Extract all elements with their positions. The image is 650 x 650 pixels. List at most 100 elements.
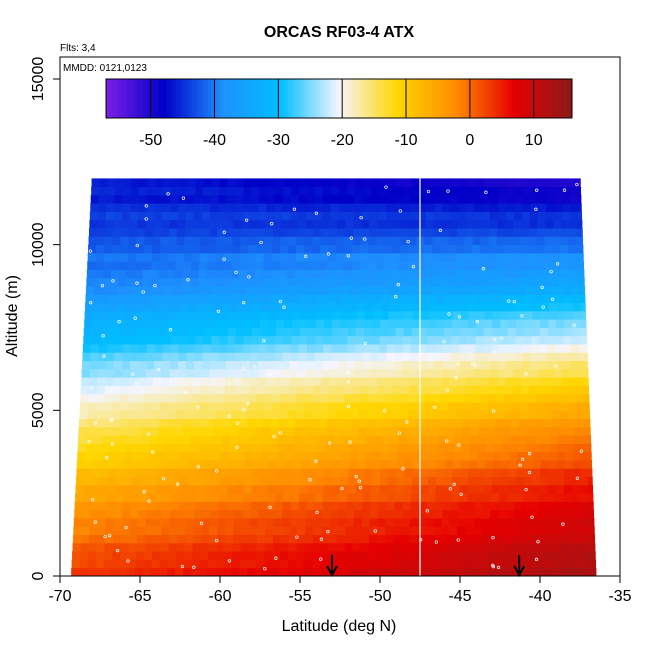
heatmap-cell — [194, 501, 204, 511]
sample-point — [235, 421, 239, 425]
heatmap-cell — [492, 468, 501, 477]
heatmap-cell — [487, 418, 496, 428]
sample-point — [541, 305, 545, 309]
sample-point — [327, 441, 332, 445]
heatmap-cell — [79, 567, 88, 577]
heatmap-cell — [545, 219, 554, 229]
sample-point — [524, 487, 528, 492]
heatmap-cell — [221, 286, 231, 295]
heatmap-cell — [206, 426, 215, 436]
heatmap-cell — [198, 426, 207, 436]
heatmap-cell — [83, 327, 93, 337]
heatmap-cell — [592, 534, 596, 544]
heatmap-cell — [431, 567, 440, 577]
heatmap-cell — [340, 319, 349, 328]
colorbar-segment — [227, 79, 231, 118]
heatmap-cell — [579, 178, 581, 188]
heatmap-cell — [492, 460, 502, 469]
heatmap-cell — [493, 286, 503, 295]
heatmap-cell — [145, 211, 155, 221]
heatmap-cell — [338, 194, 348, 204]
heatmap-cell — [397, 302, 406, 312]
heatmap-cell — [381, 302, 390, 312]
heatmap-cell — [415, 418, 424, 428]
heatmap-cell — [143, 418, 152, 428]
heatmap-cell — [519, 418, 528, 428]
heatmap-cell — [407, 261, 416, 270]
heatmap-cell — [514, 203, 523, 212]
heatmap-cell — [392, 534, 402, 544]
heatmap-cell — [503, 261, 512, 270]
heatmap-cell — [434, 360, 443, 370]
heatmap-cell — [85, 286, 95, 295]
heatmap-cell — [273, 377, 282, 386]
heatmap-cell — [428, 460, 438, 469]
heatmap-cell — [248, 385, 258, 395]
heatmap-cell — [490, 344, 500, 353]
heatmap-cell — [576, 393, 585, 403]
sample-point — [518, 463, 522, 467]
heatmap-cell — [89, 526, 98, 535]
colorbar-segment — [141, 79, 145, 118]
heatmap-cell — [432, 534, 442, 544]
heatmap-cell — [241, 518, 251, 527]
heatmap-cell — [212, 310, 222, 320]
heatmap-cell — [100, 460, 110, 469]
heatmap-cell — [123, 186, 132, 196]
heatmap-cell — [343, 402, 353, 411]
heatmap-cell — [320, 393, 329, 403]
heatmap-cell — [361, 368, 370, 378]
heatmap-cell — [315, 493, 324, 502]
heatmap-cell — [216, 228, 226, 237]
heatmap-cell — [518, 277, 527, 287]
heatmap-cell — [555, 178, 564, 188]
heatmap-cell — [483, 493, 492, 502]
heatmap-cell — [344, 228, 354, 237]
heatmap-cell — [460, 319, 469, 328]
heatmap-cell — [459, 493, 468, 502]
heatmap-cell — [354, 344, 364, 353]
heatmap-cell — [400, 236, 409, 246]
heatmap-cell — [194, 203, 203, 212]
heatmap-cell — [287, 567, 296, 577]
heatmap-cell — [168, 236, 177, 246]
heatmap-cell — [399, 402, 409, 411]
heatmap-cell — [291, 327, 301, 337]
heatmap-cell — [407, 410, 416, 420]
heatmap-cell — [225, 211, 235, 221]
sample-point — [555, 262, 560, 266]
heatmap-cell — [440, 228, 450, 237]
heatmap-cell — [86, 435, 95, 444]
heatmap-cell — [577, 368, 586, 378]
colorbar-segment — [121, 79, 126, 118]
heatmap-cell — [222, 435, 231, 444]
heatmap-cell — [298, 203, 307, 212]
heatmap-cell — [313, 518, 323, 527]
heatmap-cell — [103, 252, 113, 262]
heatmap-cell — [435, 476, 445, 486]
heatmap-cell — [443, 484, 452, 494]
sample-point — [222, 257, 226, 261]
heatmap-cell — [413, 302, 422, 312]
sample-point — [270, 222, 274, 226]
heatmap-cell — [103, 418, 112, 428]
heatmap-cell — [199, 418, 208, 428]
heatmap-cell — [95, 402, 105, 411]
heatmap-cell — [417, 526, 426, 535]
heatmap-cell — [252, 468, 261, 477]
sample-point — [549, 269, 553, 274]
heatmap-cell — [561, 377, 570, 386]
heatmap-cell — [187, 335, 196, 345]
heatmap-cell — [170, 344, 180, 353]
heatmap-cell — [255, 559, 265, 569]
heatmap-cell — [148, 468, 157, 477]
heatmap-cell — [253, 286, 263, 295]
heatmap-cell — [239, 567, 248, 577]
heatmap-cell — [465, 219, 474, 229]
heatmap-cell — [86, 277, 95, 287]
heatmap-cell — [230, 269, 240, 279]
heatmap-cell — [282, 360, 291, 370]
heatmap-cell — [461, 286, 471, 295]
heatmap-cell — [464, 551, 473, 560]
heatmap-cell — [201, 368, 210, 378]
